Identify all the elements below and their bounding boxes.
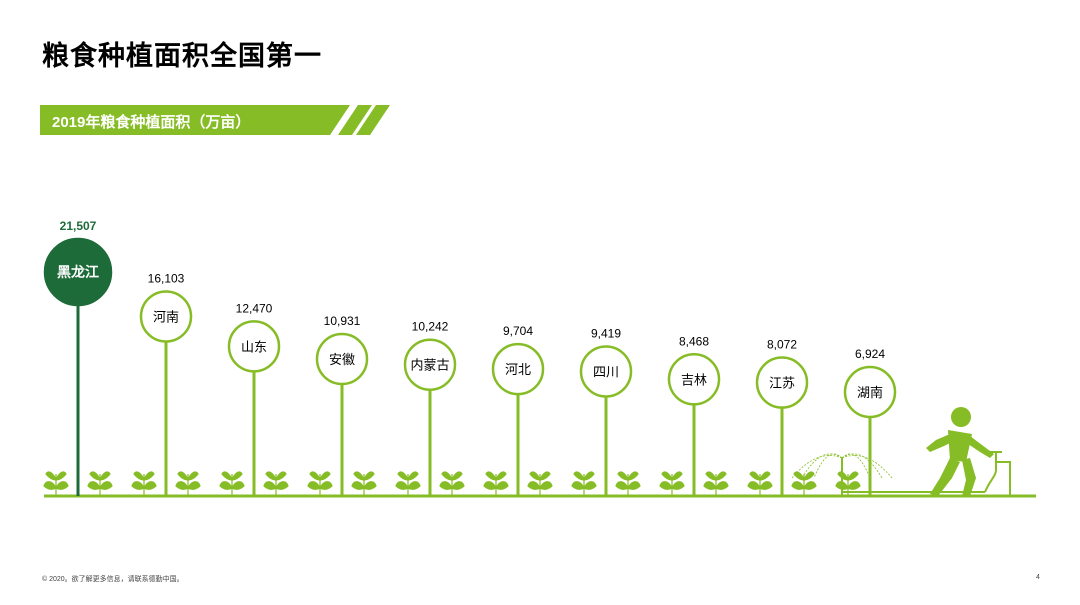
data-label: 9,704 [503,324,533,338]
page-title: 粮食种植面积全国第一 [42,41,322,71]
data-label: 10,242 [412,320,449,334]
sprout-icon [703,471,729,496]
banner-shape [40,105,390,135]
sprout-icon [615,471,641,496]
sprout-icon [483,471,509,496]
page-number: 4 [1036,574,1040,581]
chart-banner: 2019年粮食种植面积（万亩） [40,105,390,135]
sprout-icon [527,471,553,496]
bar-bubble [139,290,193,343]
category-label: 江苏 [769,376,795,391]
category-label: 四川 [593,364,619,379]
chart-title: 2019年粮食种植面积（万亩） [52,114,251,131]
category-label: 湖南 [857,385,883,400]
category-label: 河南 [153,309,179,324]
data-label: 6,924 [855,347,885,361]
category-label: 内蒙古 [410,358,449,373]
bar-bubble [843,365,897,419]
data-label: 12,470 [236,301,273,315]
bar-bubble [43,237,113,307]
sprout-icon [307,471,333,496]
sprout-icon [835,471,861,496]
sprout-icon [571,471,597,496]
sprout-icon [659,471,685,496]
bar-bubble [579,345,633,398]
bar-bubble [755,356,809,409]
data-label: 16,103 [148,271,185,285]
faucet-icon [984,451,1011,496]
data-label: 9,419 [591,326,621,340]
gardener-icon [926,407,994,496]
data-label: 21,507 [60,219,97,233]
sprout-icon [351,471,377,496]
sprout-icon [747,471,773,496]
sprout-icon [219,471,245,496]
bar-bubble [667,353,721,406]
bar-bubble [491,342,545,396]
sprout-icon [175,471,201,496]
bar-bubble [227,320,281,373]
category-label: 安徽 [329,352,355,367]
bar-bubble [403,338,457,391]
category-label: 河北 [505,362,531,377]
category-label: 山东 [241,339,267,354]
bar-bubble [315,332,369,386]
sprout-icon [43,471,69,496]
sprout-icon [439,471,465,496]
data-label: 10,931 [324,314,361,328]
footer-text: © 2020。欲了解更多信息，请联系德勤中国。 [42,576,184,583]
category-label: 黑龙江 [57,264,99,280]
data-label: 8,072 [767,338,797,352]
sprout-icon [263,471,289,496]
data-label: 8,468 [679,334,709,348]
sprout-icon [791,471,817,496]
sprout-icon [131,471,157,496]
water-spray-icon [791,453,893,479]
sprout-icon [87,471,113,496]
sprout-icon [395,471,421,496]
category-label: 吉林 [681,372,707,387]
